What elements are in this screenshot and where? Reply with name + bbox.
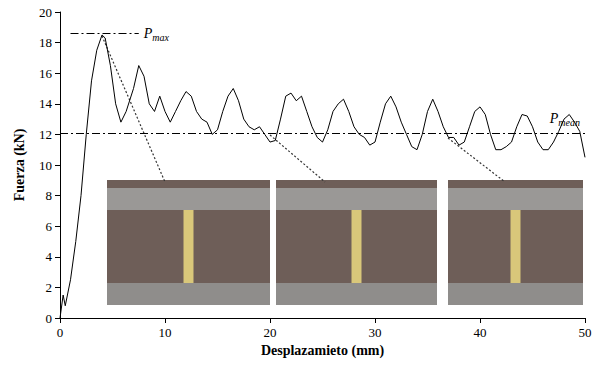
svg-text:20: 20 (39, 5, 52, 20)
svg-text:10: 10 (39, 158, 52, 173)
svg-text:P: P (549, 111, 559, 126)
svg-text:16: 16 (39, 66, 53, 81)
svg-text:20: 20 (264, 325, 277, 340)
svg-text:30: 30 (369, 325, 382, 340)
svg-text:0: 0 (46, 311, 53, 326)
svg-text:12: 12 (39, 127, 52, 142)
svg-text:14: 14 (39, 96, 53, 111)
svg-text:8: 8 (46, 188, 53, 203)
svg-text:6: 6 (46, 219, 53, 234)
svg-text:P: P (143, 26, 153, 41)
svg-text:0: 0 (57, 325, 64, 340)
svg-text:mean: mean (558, 117, 580, 128)
svg-text:18: 18 (39, 35, 52, 50)
svg-text:4: 4 (46, 249, 53, 264)
svg-text:Fuerza (kN): Fuerza (kN) (12, 128, 28, 201)
svg-text:50: 50 (579, 325, 592, 340)
svg-text:2: 2 (46, 280, 53, 295)
svg-text:Desplazamieto (mm): Desplazamieto (mm) (261, 343, 385, 359)
svg-text:40: 40 (474, 325, 487, 340)
svg-text:10: 10 (159, 325, 172, 340)
svg-text:max: max (152, 32, 169, 43)
